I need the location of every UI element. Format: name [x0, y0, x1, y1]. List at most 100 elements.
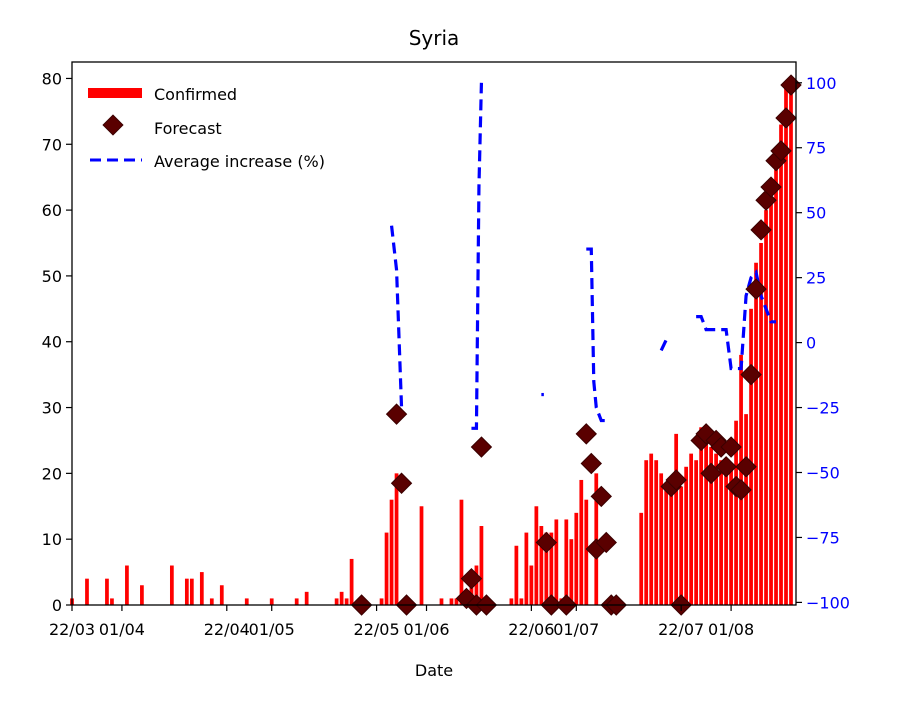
- confirmed-bar: [244, 598, 249, 605]
- right-tick-label: 100: [806, 74, 837, 93]
- forecast-point: [665, 469, 687, 491]
- x-tick-label: 22/04: [204, 620, 250, 639]
- confirmed-bar: [719, 460, 723, 605]
- forecast-point: [735, 456, 757, 478]
- confirmed-bar: [769, 196, 773, 605]
- x-tick-label: 01/05: [249, 620, 295, 639]
- average-increase-segment: [389, 225, 404, 408]
- confirmed-bar: [789, 91, 793, 606]
- confirmed-bar: [85, 578, 89, 605]
- confirmed-bar: [519, 598, 524, 605]
- confirmed-bar: [189, 578, 194, 605]
- confirmed-bar: [704, 433, 708, 605]
- x-tick-label: 22/05: [354, 620, 400, 639]
- confirmed-bar: [339, 591, 344, 605]
- confirmed-bar: [105, 578, 109, 605]
- confirmed-bar: [654, 460, 659, 605]
- forecast-point: [780, 74, 802, 96]
- confirmed-bar: [714, 453, 718, 605]
- left-tick-label: 20: [42, 464, 62, 483]
- right-tick-label: −50: [806, 463, 840, 482]
- confirmed-bar: [774, 157, 778, 605]
- right-tick-label: 50: [806, 204, 826, 223]
- average-increase-segment: [659, 338, 672, 352]
- forecast-point: [720, 436, 742, 458]
- confirmed-bar: [679, 486, 684, 605]
- confirmed-bar: [759, 243, 763, 605]
- confirmed-bar: [449, 598, 454, 605]
- confirmed-bar: [199, 572, 204, 605]
- left-y-axis: 0 10 20 30 40 50 60 70 80: [42, 69, 72, 615]
- confirmed-bar: [749, 308, 753, 605]
- forecast-point: [590, 485, 612, 508]
- confirmed-bar: [459, 499, 464, 605]
- confirmed-bar: [219, 585, 224, 605]
- forecast-point: [385, 403, 408, 425]
- confirmed-bar: [534, 506, 539, 605]
- confirmed-bar: [474, 565, 479, 605]
- right-tick-label: 75: [806, 139, 826, 158]
- confirmed-bar: [729, 466, 733, 605]
- average-increase-line: [389, 82, 777, 430]
- confirmed-bar: [304, 591, 309, 605]
- confirmed-bar: [669, 486, 674, 605]
- confirmed-bar: [344, 598, 349, 605]
- confirmed-bar: [529, 565, 534, 605]
- confirmed-bar: [544, 532, 549, 605]
- right-y-axis: −100 −75 −50 −25 0 25 50 75 100: [796, 74, 850, 612]
- right-tick-label: −25: [806, 399, 840, 418]
- left-tick-label: 50: [42, 267, 62, 286]
- forecast-point: [595, 531, 617, 554]
- confirmed-bar: [269, 598, 274, 605]
- confirmed-bar: [689, 453, 694, 605]
- legend-confirmed-label: Confirmed: [154, 85, 237, 104]
- confirmed-bar: [574, 512, 579, 605]
- forecast-point: [760, 176, 782, 198]
- x-tick-label: 01/06: [403, 620, 449, 639]
- forecast-point: [580, 452, 602, 475]
- confirmed-bars: [70, 85, 793, 606]
- forecast-point: [715, 456, 737, 478]
- confirmed-bar: [724, 466, 728, 605]
- confirmed-bar: [294, 598, 299, 605]
- forecast-point: [730, 479, 752, 501]
- confirmed-bar: [539, 526, 544, 605]
- confirmed-bar: [454, 598, 459, 605]
- forecast-point: [770, 140, 792, 162]
- confirmed-bar: [734, 420, 738, 605]
- confirmed-bar: [209, 598, 214, 605]
- confirmed-bar: [684, 466, 689, 605]
- confirmed-bar: [584, 499, 589, 605]
- right-tick-label: −100: [806, 593, 850, 612]
- legend-forecast-label: Forecast: [154, 119, 222, 138]
- confirmed-bar: [779, 124, 783, 605]
- left-tick-label: 0: [52, 596, 62, 615]
- x-tick-label: 01/07: [553, 620, 599, 639]
- right-tick-label: 0: [806, 334, 816, 353]
- confirmed-bar: [784, 85, 788, 606]
- confirmed-bar: [699, 427, 703, 605]
- average-increase-segment: [586, 247, 607, 423]
- confirmed-bar: [184, 578, 189, 605]
- forecast-point: [575, 423, 597, 445]
- confirmed-bar: [349, 558, 354, 605]
- confirmed-bar: [694, 460, 699, 605]
- confirmed-bar: [509, 598, 514, 605]
- legend-confirmed-swatch: [88, 88, 142, 98]
- x-axis-label: Date: [415, 661, 453, 680]
- confirmed-bar: [579, 479, 584, 605]
- legend-average-label: Average increase (%): [154, 152, 325, 171]
- confirmed-bar: [384, 532, 389, 605]
- forecast-point: [750, 219, 772, 241]
- forecast-point: [775, 107, 797, 129]
- confirmed-bar: [479, 526, 484, 605]
- right-tick-label: 25: [806, 269, 826, 288]
- forecast-point: [700, 462, 722, 485]
- plot-frame: [71, 61, 797, 606]
- chart-title: Syria: [409, 26, 460, 50]
- legend: Confirmed Forecast Average increase (%): [88, 85, 325, 171]
- confirmed-bar: [110, 598, 114, 605]
- forecast-point: [460, 567, 483, 590]
- forecast-point: [535, 531, 558, 554]
